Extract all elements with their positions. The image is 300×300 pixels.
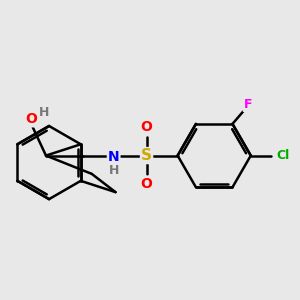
Text: N: N [108,150,119,164]
Text: O: O [25,112,37,126]
Text: F: F [244,98,252,111]
Text: O: O [141,177,152,191]
Text: H: H [108,164,119,177]
Text: H: H [39,106,50,118]
Text: O: O [141,120,152,134]
Text: S: S [141,148,152,163]
Text: Cl: Cl [276,149,289,162]
